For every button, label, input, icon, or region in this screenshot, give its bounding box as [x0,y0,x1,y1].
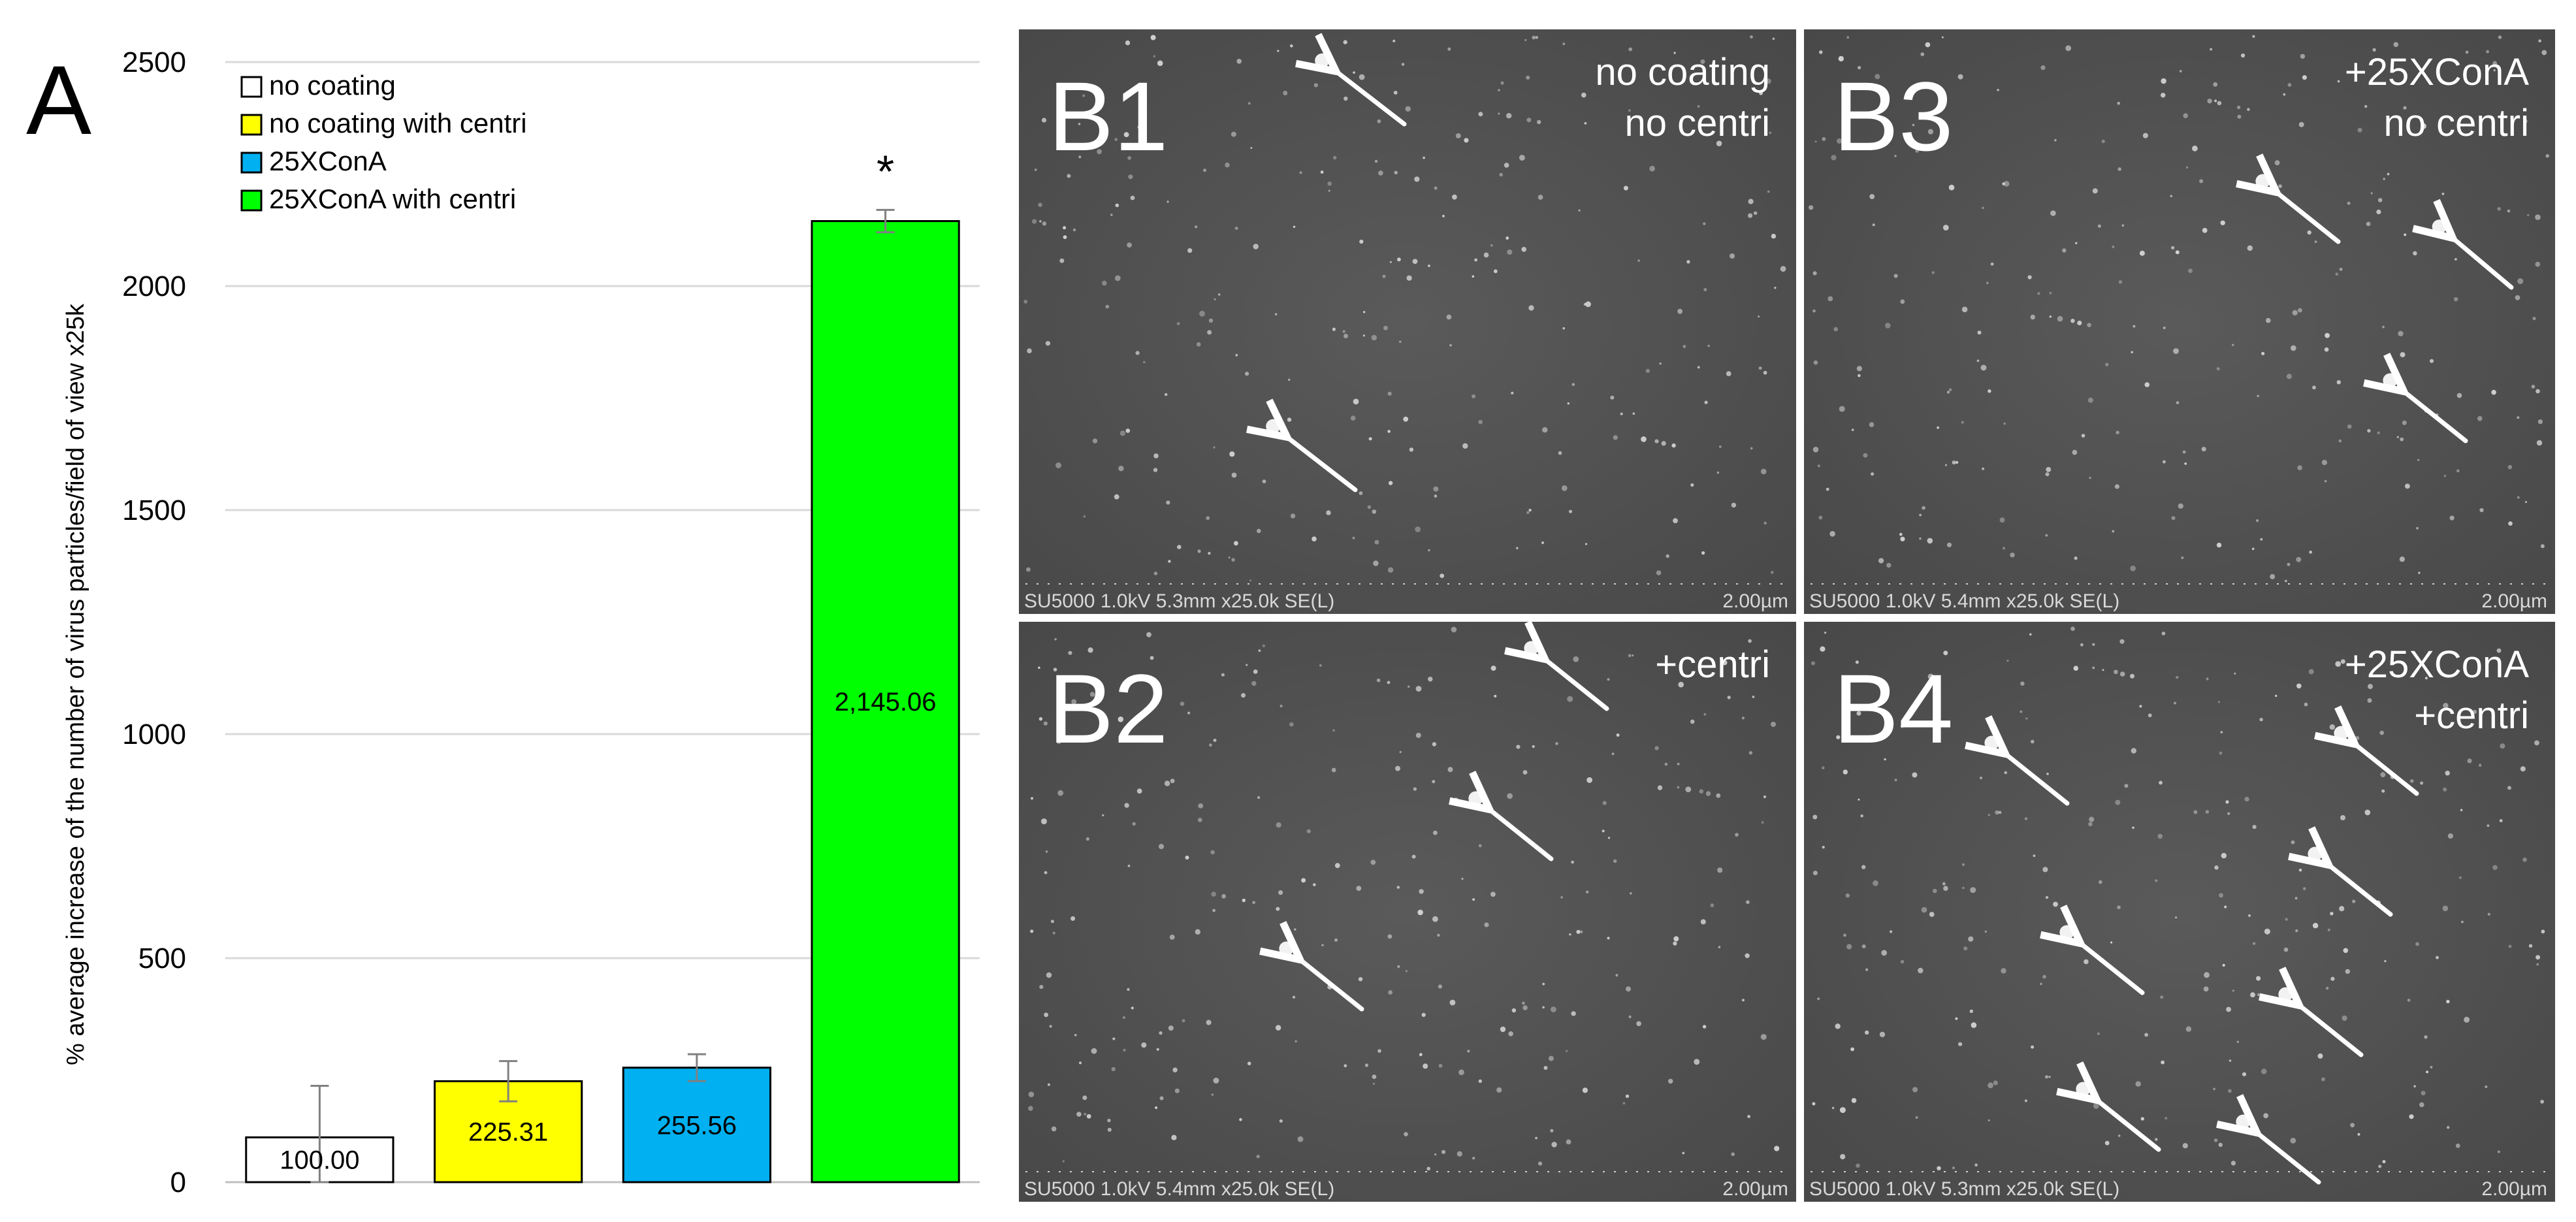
legend-swatch [240,152,263,174]
micrograph-image [1804,622,2555,1202]
particle-specks [1023,35,1786,582]
panel-label-a: A [26,45,91,155]
micrograph-scale-label: 2.00µm [2481,1178,2547,1200]
arrow [2002,751,2070,806]
arrow [2400,389,2468,443]
y-tick-label: 1500 [122,494,186,526]
micrograph-footer-info: SU5000 1.0kV 5.4mm x25.0k SE(L) [1024,1178,1334,1200]
micrograph-image [1804,29,2555,614]
arrow [2325,862,2393,917]
micrograph-b2: B2 +centri SU5000 1.0kV 5.4mm x25.0k SE(L)… [1019,622,1796,1202]
micrograph-caption: +25XConA [2345,51,2529,93]
micrograph-scale-label: 2.00µm [1722,590,1788,612]
bar-value-label: 100.00 [280,1146,359,1175]
micrograph-b1: B1 no coating no centri SU5000 1.0kV 5.3mm … [1019,29,1796,614]
arrow [1332,69,1407,127]
arrow [2093,1097,2161,1152]
micrograph-footer-info: SU5000 1.0kV 5.4mm x25.0k SE(L) [1809,590,2119,612]
micrograph-image [1019,622,1796,1202]
micrograph-label: B2 [1048,654,1168,764]
particle-specks [1809,35,2549,583]
y-tick-label: 2500 [122,46,186,78]
virus-particle [1984,735,1999,750]
micrograph-caption: no coating [1595,51,1770,93]
arrow [2449,235,2514,290]
y-axis-ticks: 0 500 1000 1500 2000 2500 [122,46,186,1198]
virus-particle [2076,1082,2091,1097]
bar-value-label: 2,145.06 [835,688,937,716]
legend-label: 25XConA with centri [269,184,516,214]
arrow [2273,189,2341,244]
value-labels: 100.00 225.31 255.56 2,145.06 [280,688,936,1174]
micrograph-caption: +centri [1655,643,1770,686]
legend: no coating no coating with centri 25XConA 2… [240,70,527,214]
arrow [2351,741,2419,796]
micrograph-caption: +25XConA [2345,643,2529,686]
virus-particle [1468,791,1483,806]
virus-particle [1279,941,1294,956]
micrograph-caption: +centri [2414,694,2529,737]
micrograph-caption: no centri [2384,102,2529,144]
virus-particle [2236,1114,2251,1129]
virus-particle [2059,925,2074,940]
arrow [1541,656,1609,711]
micrograph-scale-label: 2.00µm [1722,1178,1788,1200]
y-tick-label: 1000 [122,718,186,750]
arrow [2253,1130,2321,1185]
virus-particle [1524,641,1539,656]
legend-label: no coating with centri [269,108,527,138]
micrograph-b3: B3 +25XConA no centri SU5000 1.0kV 5.4mm x2… [1804,29,2555,614]
arrow [2077,941,2145,995]
bar-chart: 0 500 1000 1500 2000 2500 100.00 225.31 255.56 2… [62,46,980,1198]
micrograph-b4: B4 +25XConA +centri SU5000 1.0kV 5.3mm x25.… [1804,622,2555,1202]
bar-value-label: 225.31 [468,1118,548,1147]
virus-particle [2334,726,2349,741]
micrograph-footer-info: SU5000 1.0kV 5.3mm x25.0k SE(L) [1024,590,1334,612]
legend-swatch [240,76,263,98]
legend-label: 25XConA [269,146,387,176]
y-tick-label: 500 [138,942,186,974]
virus-particle [2255,174,2270,189]
micrograph-footer-info: SU5000 1.0kV 5.3mm x25.0k SE(L) [1809,1178,2119,1200]
virus-particle [2278,987,2293,1002]
virus-particle [2432,219,2447,234]
micrograph-scale-label: 2.00µm [2481,590,2547,612]
arrow [2296,1003,2364,1057]
micrograph-caption: no centri [1625,102,1770,144]
micrograph-label: B1 [1048,61,1168,171]
virus-particle [2383,373,2398,388]
legend-swatch [240,189,263,212]
significance-mark: * [877,146,894,197]
y-axis-label: % average increase of the number of viru… [62,303,89,1065]
micrograph-grid: B1 no coating no centri SU5000 1.0kV 5.3mm … [1019,29,2555,1202]
y-tick-label: 2000 [122,270,186,302]
legend-swatch [240,114,263,136]
legend-label: no coating [269,70,396,101]
arrow [1486,807,1554,861]
micrograph-image [1019,29,1796,614]
micrograph-label: B4 [1833,654,1953,764]
bar [622,1067,771,1183]
virus-particle [2308,846,2323,861]
error-bars [310,208,895,1183]
arrow [1283,434,1358,492]
bar-value-label: 255.56 [657,1111,737,1140]
y-tick-label: 0 [170,1166,186,1198]
virus-particle [1315,53,1330,68]
micrograph-label: B3 [1833,61,1953,171]
virus-particle [1266,419,1281,434]
arrow [1296,957,1364,1012]
